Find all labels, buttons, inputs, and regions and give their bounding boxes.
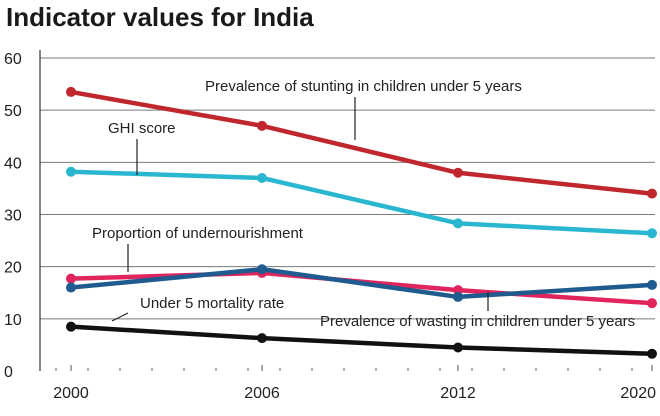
data-point: [647, 279, 657, 290]
data-point: [647, 348, 657, 359]
data-point: [453, 218, 463, 229]
y-tick-label: 0: [4, 364, 13, 381]
data-point: [257, 120, 267, 131]
data-point: [453, 342, 463, 353]
data-point: [453, 291, 463, 302]
chart-title: Indicator values for India: [6, 2, 314, 32]
series-label-2: Proportion of undernourishment: [92, 225, 304, 242]
data-point: [257, 333, 267, 344]
series-line-1: [68, 169, 655, 236]
series-line-0: [68, 89, 655, 196]
x-tick-label: 2020: [620, 385, 656, 402]
x-tick-label: 2006: [244, 385, 280, 402]
series-label-0: Prevalence of stunting in children under…: [205, 78, 522, 95]
y-tick-label: 40: [4, 155, 22, 172]
data-point: [257, 264, 267, 275]
data-point: [647, 228, 657, 239]
y-tick-label: 60: [4, 51, 22, 68]
data-point: [66, 166, 76, 177]
y-tick-label: 10: [4, 312, 22, 329]
data-point: [257, 172, 267, 183]
series-line-4: [68, 324, 655, 357]
y-tick-label: 30: [4, 208, 22, 225]
label-leader-line: [111, 312, 129, 322]
x-tick-label: 2012: [440, 385, 476, 402]
data-point: [453, 167, 463, 178]
series-label-1: GHI score: [108, 120, 176, 137]
series-line-3: [68, 267, 655, 300]
series-label-4: Under 5 mortality rate: [140, 295, 284, 312]
x-tick-label: 2000: [53, 385, 89, 402]
data-point: [66, 273, 76, 284]
data-point: [647, 188, 657, 199]
series-label-3: Prevalence of wasting in children under …: [320, 313, 635, 330]
data-point: [66, 321, 76, 332]
data-point: [66, 282, 76, 293]
y-tick-label: 50: [4, 103, 22, 120]
data-point: [647, 298, 657, 309]
data-point: [66, 86, 76, 97]
y-tick-label: 20: [4, 260, 22, 277]
